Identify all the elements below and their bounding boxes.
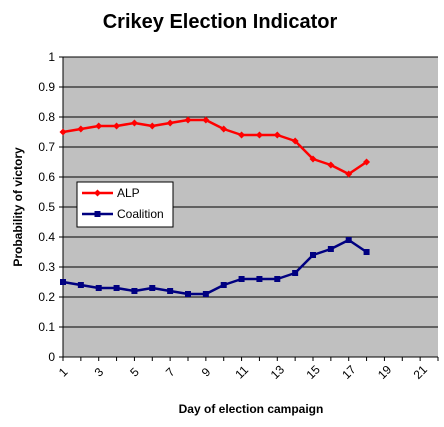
data-point-coalition	[220, 282, 227, 288]
y-tick-label: 0.8	[38, 110, 55, 124]
y-tick-label: 0.1	[38, 320, 55, 334]
y-tick-label: 0.9	[38, 80, 55, 94]
x-tick-label: 13	[268, 362, 288, 382]
data-point-alp	[220, 125, 228, 133]
y-axis-title: Probability of victory	[11, 147, 25, 267]
y-axis-ticks: 0 0.1 0.2 0.3 0.4 0.5 0.6 0.7 0.8 0.9 1	[38, 50, 63, 364]
data-point-alp	[59, 128, 67, 136]
legend-entry-alp: ALP	[82, 186, 140, 200]
data-point-alp	[273, 131, 281, 139]
data-point-coalition	[345, 237, 352, 243]
y-tick-label: 0.4	[38, 230, 55, 244]
data-point-alp	[255, 131, 263, 139]
chart-title: Crikey Election Indicator	[103, 11, 338, 33]
data-point-coalition	[202, 291, 209, 297]
y-tick-label: 0.7	[38, 140, 55, 154]
legend-box	[76, 181, 174, 228]
data-point-alp	[327, 161, 335, 169]
data-point-alp	[95, 122, 103, 130]
x-tick-label: 21	[411, 362, 431, 382]
series-alp	[59, 116, 371, 178]
data-point-alp	[166, 119, 174, 127]
data-point-coalition	[131, 288, 138, 294]
data-point-coalition	[238, 276, 245, 282]
y-tick-label: 0.2	[38, 290, 55, 304]
gridlines	[63, 56, 438, 358]
data-point-coalition	[113, 285, 120, 291]
data-point-coalition	[256, 276, 263, 282]
data-point-alp	[309, 155, 317, 163]
data-point-alp	[345, 170, 353, 178]
legend-marker-coalition	[94, 211, 101, 217]
y-tick-label: 0	[48, 350, 55, 364]
legend-marker-alp	[94, 189, 101, 197]
data-point-alp	[291, 137, 299, 145]
x-tick-label: 19	[375, 362, 395, 382]
legend-label-coalition: Coalition	[117, 207, 164, 221]
x-axis-ticks: 1 3 5 7 9 11 13 15 17 19 21	[56, 357, 439, 382]
data-point-coalition	[310, 252, 316, 258]
data-point-coalition	[185, 291, 191, 297]
x-axis-title: Day of election campaign	[179, 402, 324, 416]
data-point-coalition	[60, 279, 66, 285]
data-point-coalition	[363, 249, 370, 255]
data-point-alp	[238, 131, 246, 139]
data-point-alp	[148, 122, 156, 130]
data-point-coalition	[327, 246, 334, 252]
legend-label-alp: ALP	[117, 186, 140, 200]
data-point-coalition	[77, 282, 84, 288]
x-tick-label: 5	[127, 365, 142, 380]
data-point-coalition	[292, 270, 299, 276]
data-point-alp	[184, 116, 192, 124]
x-tick-label: 7	[163, 365, 178, 380]
x-tick-label: 9	[199, 365, 214, 380]
y-tick-label: 1	[48, 50, 55, 64]
data-point-coalition	[274, 276, 281, 282]
x-tick-label: 11	[232, 363, 251, 382]
x-tick-label: 3	[92, 365, 107, 380]
y-tick-label: 0.3	[38, 260, 55, 274]
data-point-alp	[113, 122, 121, 130]
data-point-alp	[130, 119, 138, 127]
y-tick-label: 0.6	[38, 170, 55, 184]
legend-entry-coalition: Coalition	[82, 207, 164, 221]
x-tick-label: 17	[339, 362, 359, 382]
series-coalition	[60, 237, 370, 297]
x-tick-label: 1	[56, 365, 71, 380]
data-point-alp	[77, 125, 85, 133]
series-layer	[59, 116, 371, 297]
data-point-alp	[363, 158, 371, 166]
x-tick-label: 15	[303, 362, 323, 382]
data-point-coalition	[167, 288, 174, 294]
data-point-alp	[202, 116, 210, 124]
data-point-coalition	[95, 285, 102, 291]
data-point-coalition	[149, 285, 156, 291]
y-tick-label: 0.5	[38, 200, 55, 214]
legend: ALP Coalition	[76, 181, 174, 228]
